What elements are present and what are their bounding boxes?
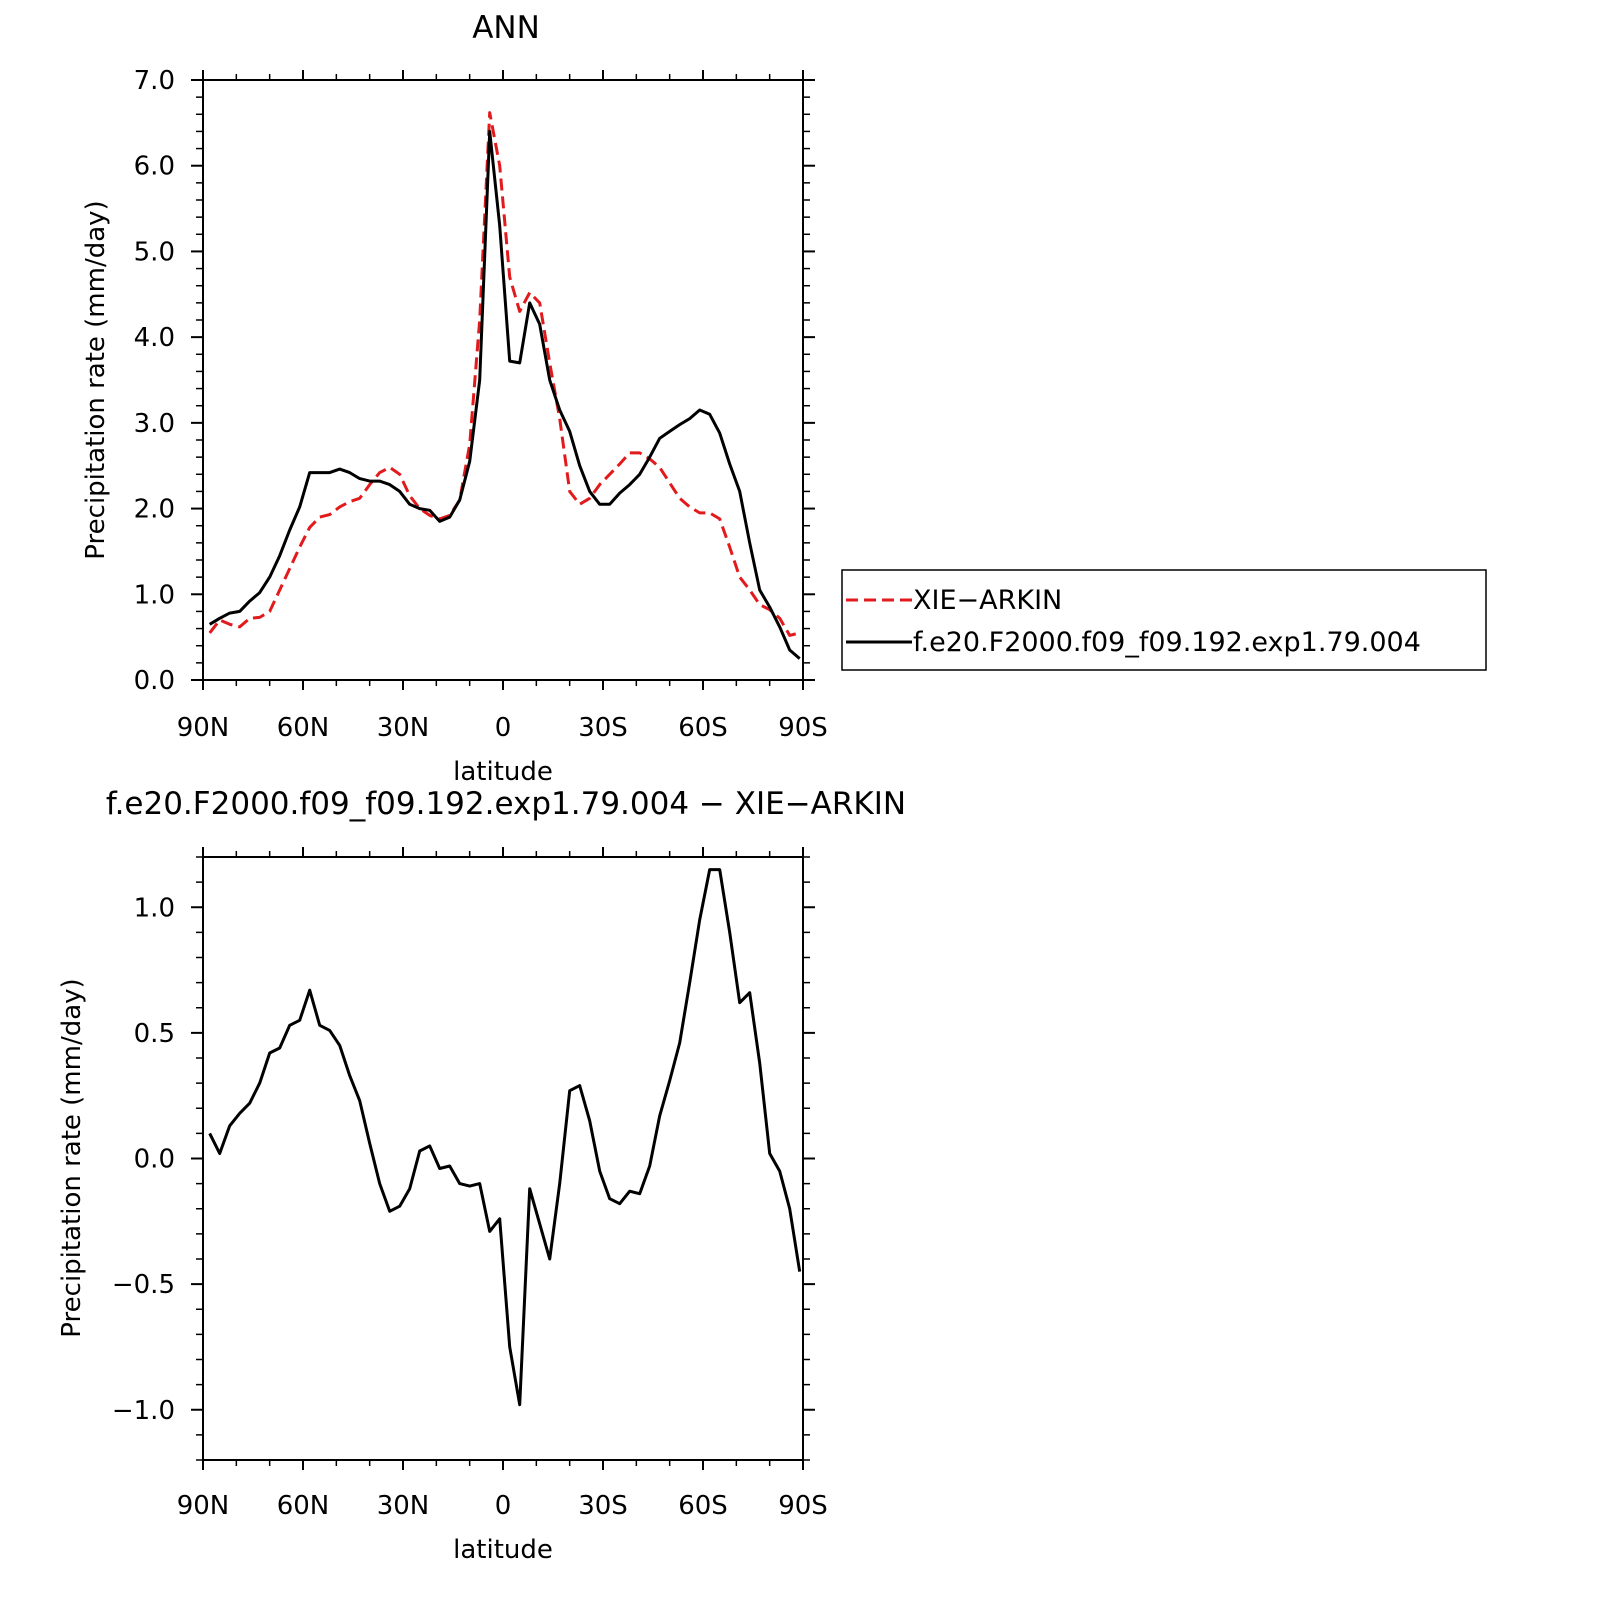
y-tick-label: 2.0 <box>134 495 175 525</box>
y-tick-label: −0.5 <box>112 1270 175 1300</box>
y-tick-label: 4.0 <box>134 323 175 353</box>
plot-frame <box>202 79 804 681</box>
y-tick-label: −1.0 <box>112 1396 175 1426</box>
x-axis-label: latitude <box>453 757 553 787</box>
y-tick-label: 5.0 <box>134 237 175 267</box>
y-tick-label: 1.0 <box>134 893 175 923</box>
x-tick-label: 30N <box>377 713 430 743</box>
y-axis-label: Precipitation rate (mm/day) <box>81 200 111 559</box>
y-tick-label: 1.0 <box>134 580 175 610</box>
x-tick-labels: 90N 60N 30N 0 30S 60S 90S <box>177 1491 828 1521</box>
series-line-0 <box>208 111 801 637</box>
x-tick-label: 30N <box>377 1491 430 1521</box>
x-tick-label: 90N <box>177 1491 230 1521</box>
y-tick-label: 6.0 <box>134 152 175 182</box>
x-tick-label: 0 <box>495 1491 512 1521</box>
y-tick-labels: 0.0 1.0 2.0 3.0 4.0 5.0 6.0 7.0 <box>134 66 175 696</box>
plot-series-layer <box>208 868 802 1407</box>
y-tick-label: 0.5 <box>134 1019 175 1049</box>
x-tick-label: 60N <box>277 713 330 743</box>
series-line-1 <box>208 129 801 660</box>
legend-box <box>841 569 1487 671</box>
y-tick-labels: −1.0 −0.5 0.0 0.5 1.0 <box>112 893 175 1426</box>
legend: XIE−ARKIN f.e20.F2000.f09_f09.192.exp1.7… <box>841 569 1487 671</box>
x-axis-label: latitude <box>453 1535 553 1565</box>
x-tick-label: 30S <box>578 713 628 743</box>
x-tick-label: 60S <box>678 713 728 743</box>
x-tick-label: 0 <box>495 713 512 743</box>
x-tick-label: 60S <box>678 1491 728 1521</box>
y-tick-label: 3.0 <box>134 409 175 439</box>
plot-frame <box>202 856 804 1461</box>
y-tick-label: 0.0 <box>134 666 175 696</box>
series-line-0 <box>208 868 802 1407</box>
x-tick-label: 60N <box>277 1491 330 1521</box>
x-tick-label: 90S <box>778 713 828 743</box>
tick-marks <box>191 847 815 1470</box>
tick-marks <box>191 70 815 690</box>
chart-title: ANN <box>472 10 540 46</box>
x-tick-label: 90N <box>177 713 230 743</box>
chart-panel-difference: f.e20.F2000.f09_f09.192.exp1.79.004 − XI… <box>57 786 906 1565</box>
x-tick-labels: 90N 60N 30N 0 30S 60S 90S <box>177 713 828 743</box>
x-tick-label: 30S <box>578 1491 628 1521</box>
legend-label-model: f.e20.F2000.f09_f09.192.exp1.79.004 <box>913 627 1421 658</box>
y-tick-label: 0.0 <box>134 1145 175 1175</box>
legend-label-obs: XIE−ARKIN <box>913 585 1062 616</box>
y-axis-label: Precipitation rate (mm/day) <box>57 978 87 1337</box>
y-tick-label: 7.0 <box>134 66 175 96</box>
chart-title: f.e20.F2000.f09_f09.192.exp1.79.004 − XI… <box>106 786 906 822</box>
chart-panel-annual: ANN 0.0 1.0 2.0 3.0 4.0 5.0 6.0 7.0 90N 60N 30N 0 3… <box>81 10 1487 787</box>
plot-series-layer <box>208 111 801 660</box>
x-tick-label: 90S <box>778 1491 828 1521</box>
